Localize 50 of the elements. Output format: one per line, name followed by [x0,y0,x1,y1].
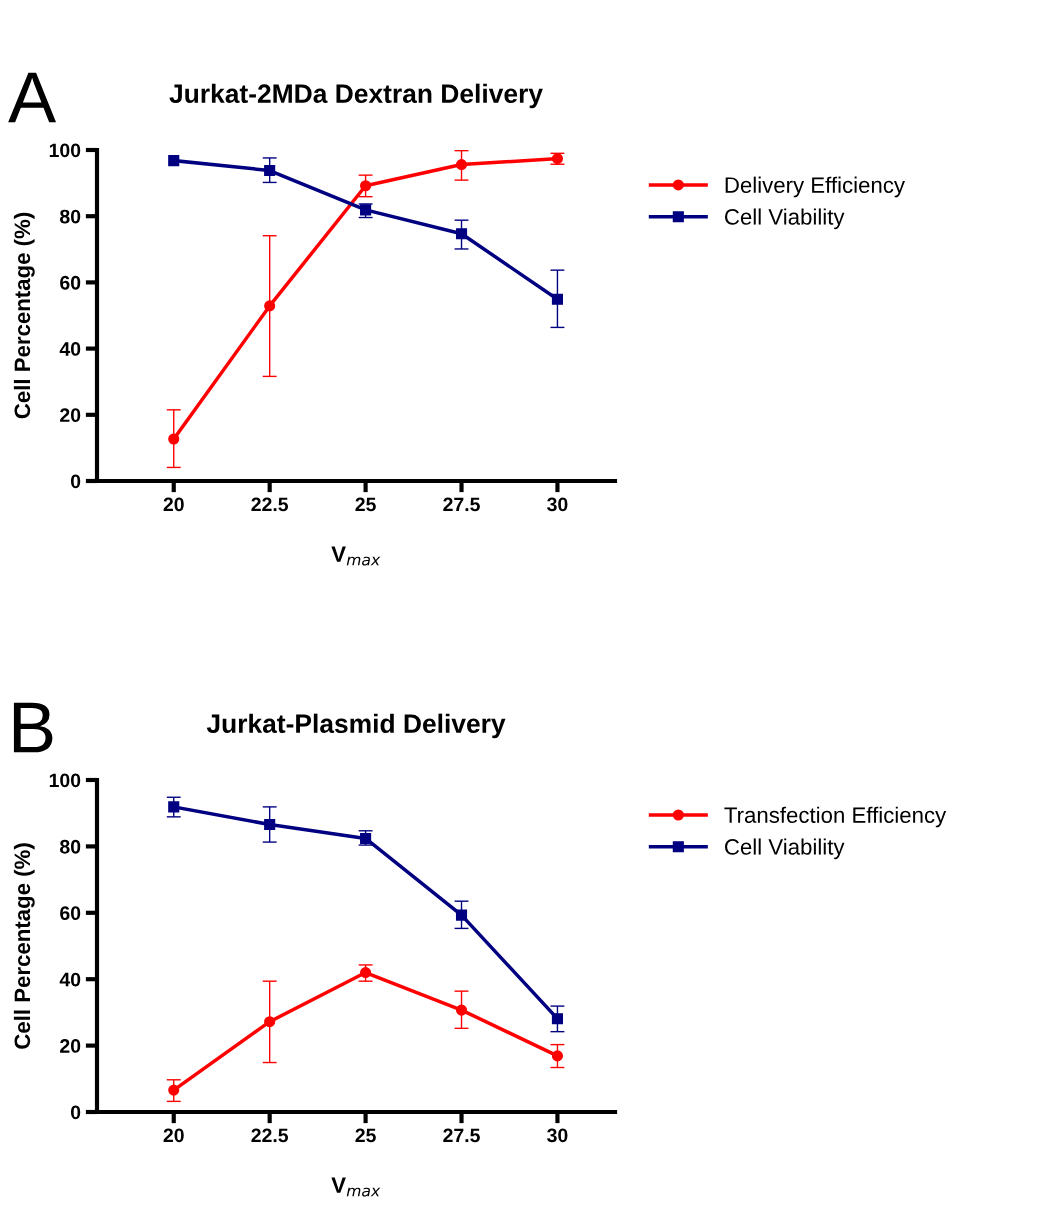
y-tick-label: 100 [49,143,81,158]
text: B [13,702,53,753]
y-tick-label: 80 [60,209,81,224]
point [264,164,276,177]
y-tick-label: 60 [60,275,81,290]
chart-title: Jurkat-2MDa Dextran Delivery [169,83,543,109]
legend-label: Cell Viability [725,208,845,230]
point [455,909,468,921]
x-tick-label: 20 [163,1128,184,1143]
y-tick-label: 40 [59,972,81,987]
x-tick-label: 27.5 [443,497,480,512]
point [455,228,468,240]
y-axis-title: Cell Percentage (%) [13,212,35,419]
x-axis-title: V$_{max}$ [331,1177,381,1197]
x-tick-label: 22.5 [251,497,289,512]
x-tick-label: 30 [547,1128,568,1143]
point [551,293,564,305]
point [168,1084,180,1096]
y-tick-label: 0 [70,1105,81,1120]
x-tick-label: 25 [355,497,376,512]
x-tick-label: 20 [163,497,184,512]
text: A [8,72,57,123]
point [455,159,468,171]
x-tick-label: 30 [547,497,568,512]
y-tick-label: 20 [60,408,81,423]
x-tick-label: 25 [355,1128,376,1143]
x-tick-label: 27.5 [443,1128,480,1143]
point [168,433,180,445]
point [264,300,276,312]
point [551,1050,564,1062]
legend-label: Transfection Efficiency [724,806,947,828]
chart-title: Jurkat-Plasmid Delivery [206,713,506,739]
y-axis-title: Cell Percentage (%) [13,843,35,1049]
point [264,818,276,831]
y-tick-label: 40 [59,342,81,356]
point [360,180,372,192]
point [455,1004,468,1016]
x-axis-title: V$_{max}$ [331,546,381,566]
x-tick-label: 22.5 [251,1128,289,1143]
legend-label: Delivery Efficiency [725,176,905,198]
y-tick-label: 20 [60,1039,81,1053]
point [168,155,180,167]
legend-label: Cell Viability [725,838,845,860]
point [264,1016,276,1028]
point [551,1013,564,1025]
y-tick-label: 100 [49,773,81,788]
y-tick-label: 80 [60,839,81,854]
y-tick-label: 0 [70,474,81,489]
point [168,801,180,813]
y-tick-label: 60 [60,906,81,921]
